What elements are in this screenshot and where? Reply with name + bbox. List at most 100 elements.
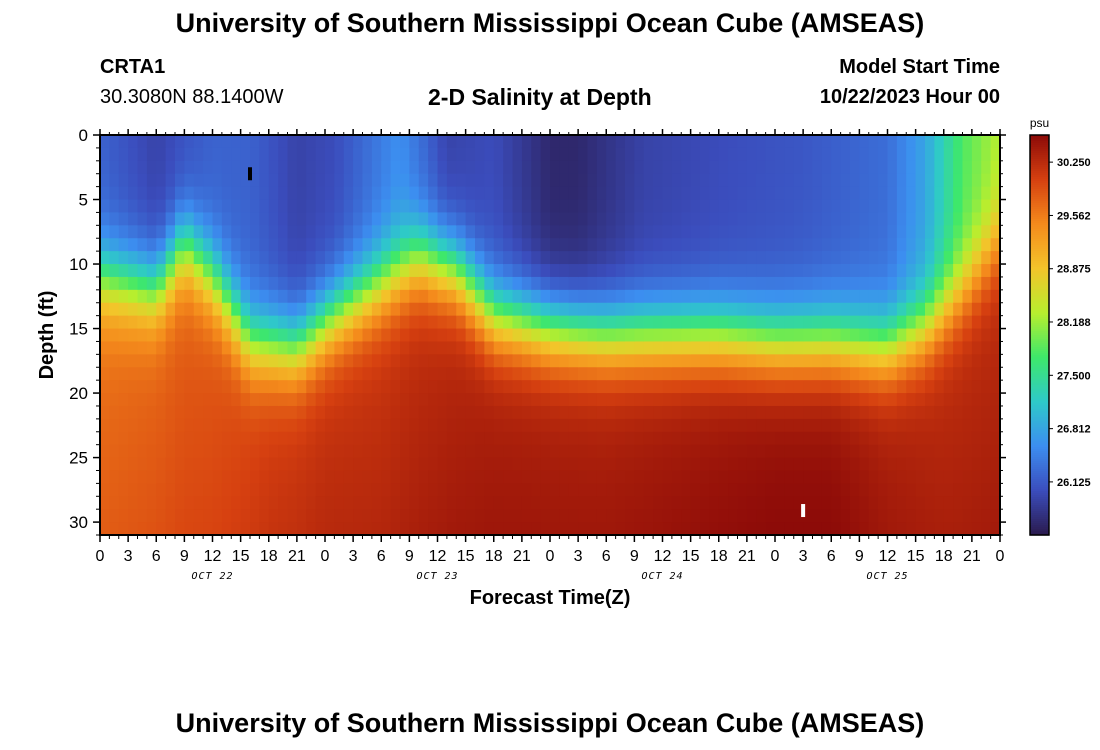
heatmap-cell — [203, 522, 214, 536]
heatmap-cell — [559, 135, 570, 149]
colorbar-segment — [1030, 135, 1049, 138]
colorbar-segment — [1030, 359, 1049, 362]
heatmap-cell — [878, 251, 889, 265]
heatmap-cell — [840, 470, 851, 484]
heatmap-cell — [662, 431, 673, 446]
heatmap-cell — [315, 173, 326, 188]
heatmap-cell — [156, 341, 167, 355]
heatmap-cell — [456, 276, 467, 291]
heatmap-cell — [165, 135, 176, 149]
x-tick-label: 12 — [654, 548, 672, 565]
heatmap-cell — [737, 354, 748, 368]
heatmap-cell — [240, 199, 251, 214]
heatmap-cell — [728, 199, 739, 214]
heatmap-cell — [568, 147, 579, 162]
heatmap-cell — [334, 251, 345, 265]
heatmap-cell — [259, 496, 270, 510]
heatmap-cell — [250, 444, 260, 459]
heatmap-cell — [840, 457, 851, 472]
heatmap-cell — [812, 470, 823, 484]
heatmap-cell — [587, 496, 598, 510]
heatmap-cell — [784, 251, 795, 265]
heatmap-cell — [906, 405, 917, 420]
heatmap-cell — [756, 135, 767, 149]
heatmap-cell — [259, 393, 270, 407]
heatmap-cell — [700, 212, 710, 226]
heatmap-cell — [240, 186, 251, 201]
heatmap-cell — [456, 147, 467, 162]
heatmap-cell — [296, 405, 307, 420]
heatmap-cell — [146, 302, 157, 317]
heatmap-cell — [765, 380, 776, 394]
heatmap-cell — [784, 135, 795, 149]
heatmap-cell — [681, 470, 692, 484]
heatmap-cell — [690, 147, 701, 162]
heatmap-cell — [221, 264, 232, 278]
heatmap-cell — [578, 354, 589, 368]
heatmap-cell — [550, 470, 560, 484]
heatmap-cell — [128, 457, 139, 472]
heatmap-cell — [128, 393, 139, 407]
heatmap-cell — [221, 276, 232, 291]
heatmap-cell — [268, 380, 279, 394]
heatmap-cell — [456, 264, 467, 278]
heatmap-cell — [681, 496, 692, 510]
heatmap-cell — [521, 380, 532, 394]
heatmap-cell — [456, 470, 467, 484]
heatmap-cell — [775, 186, 785, 201]
heatmap-cell — [606, 160, 617, 175]
heatmap-cell — [128, 509, 139, 523]
heatmap-cell — [643, 367, 654, 381]
heatmap-cell — [990, 315, 1001, 330]
heatmap-cell — [128, 483, 139, 497]
heatmap-cell — [718, 431, 729, 446]
heatmap-cell — [268, 315, 279, 330]
heatmap-cell — [934, 354, 945, 368]
heatmap-cell — [756, 328, 767, 343]
heatmap-cell — [756, 289, 767, 304]
heatmap-cell — [793, 418, 804, 433]
heatmap-cell — [915, 264, 926, 278]
chart-subtitle: 2-D Salinity at Depth — [428, 84, 652, 110]
heatmap-cell — [531, 315, 542, 330]
heatmap-cell — [250, 418, 260, 433]
heatmap-cell — [109, 264, 120, 278]
heatmap-cell — [896, 264, 907, 278]
heatmap-cell — [156, 160, 167, 175]
heatmap-cell — [756, 470, 767, 484]
heatmap-cell — [643, 380, 654, 394]
heatmap-cell — [306, 470, 317, 484]
heatmap-cell — [962, 431, 973, 446]
heatmap-cell — [381, 302, 392, 317]
heatmap-cell — [896, 444, 907, 459]
heatmap-cell — [803, 160, 814, 175]
heatmap-cell — [596, 302, 607, 317]
heatmap-cell — [540, 225, 551, 239]
heatmap-cell — [981, 367, 992, 381]
heatmap-cell — [193, 315, 204, 330]
heatmap-cell — [146, 380, 157, 394]
heatmap-cell — [100, 380, 110, 394]
heatmap-cell — [625, 315, 635, 330]
heatmap-cell — [643, 264, 654, 278]
heatmap-cell — [409, 405, 420, 420]
heatmap-cell — [315, 431, 326, 446]
heatmap-cell — [296, 328, 307, 343]
heatmap-cell — [484, 315, 495, 330]
heatmap-cell — [371, 444, 382, 459]
heatmap-cell — [371, 251, 382, 265]
heatmap-cell — [146, 173, 157, 188]
heatmap-cell — [521, 457, 532, 472]
heatmap-cell — [718, 173, 729, 188]
heatmap-cell — [662, 147, 673, 162]
colorbar-segment — [1030, 465, 1049, 468]
colorbar-segment — [1030, 371, 1049, 374]
heatmap-cell — [709, 367, 720, 381]
heatmap-cell — [700, 276, 710, 291]
heatmap-cell — [109, 431, 120, 446]
heatmap-cell — [737, 328, 748, 343]
heatmap-cell — [784, 341, 795, 355]
heatmap-cell — [821, 264, 832, 278]
heatmap-cell — [850, 522, 860, 536]
heatmap-cell — [662, 496, 673, 510]
